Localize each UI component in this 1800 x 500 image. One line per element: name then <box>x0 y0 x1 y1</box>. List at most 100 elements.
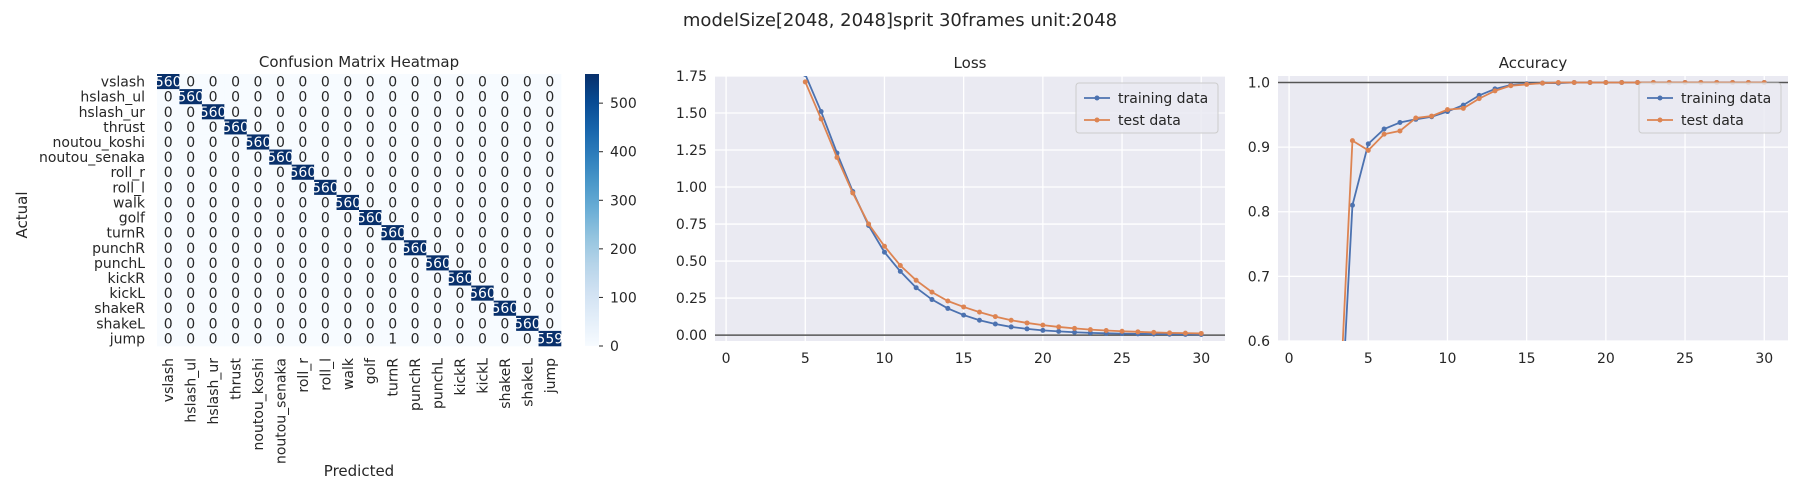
series-point <box>1429 113 1435 119</box>
x-tick-label: 0 <box>722 351 731 367</box>
heatmap-cell-label: 0 <box>209 211 218 227</box>
heatmap-cell <box>314 134 337 150</box>
heatmap-cell-label: 0 <box>276 105 285 121</box>
heatmap-cell-label: 0 <box>231 256 240 272</box>
legend-swatch-marker <box>1094 117 1100 123</box>
y-tick-label: 0.50 <box>676 254 707 270</box>
heatmap-cell-label: 0 <box>523 180 532 196</box>
heatmap-cell-label: 0 <box>545 135 554 151</box>
heatmap-cell <box>201 255 225 271</box>
heatmap-cell <box>538 104 562 120</box>
heatmap-cell-label: 0 <box>388 256 397 272</box>
heatmap-cell-label: 0 <box>411 165 420 181</box>
series-point <box>1349 202 1355 208</box>
heatmap-cell-label: 0 <box>186 195 195 211</box>
heatmap-cell <box>314 270 337 286</box>
series-point <box>1167 330 1173 336</box>
heatmap-cell <box>291 149 315 165</box>
heatmap-cell <box>269 89 292 105</box>
heatmap-y-tick-label: noutou_koshi <box>53 135 145 151</box>
heatmap-cell <box>246 89 270 105</box>
series-point <box>1151 329 1157 335</box>
heatmap-cell-label: 0 <box>186 180 195 196</box>
heatmap-cell <box>201 285 225 301</box>
x-tick-label: 5 <box>1364 351 1373 367</box>
heatmap-cell-label: 0 <box>254 241 263 257</box>
heatmap-cell-label: 0 <box>254 120 263 136</box>
heatmap-cell <box>269 104 292 120</box>
heatmap-cell <box>426 210 450 226</box>
heatmap-y-tick-label: shakeL <box>96 316 145 332</box>
heatmap-cell-label: 0 <box>433 90 442 106</box>
heatmap-cell <box>493 74 517 90</box>
heatmap-cell-label: 0 <box>276 135 285 151</box>
heatmap-x-tick-label: walk <box>341 357 357 390</box>
heatmap-y-tick-label: noutou_senaka <box>39 150 145 166</box>
heatmap-cell-label: 0 <box>186 301 195 317</box>
heatmap-cell <box>291 270 315 286</box>
heatmap-cell <box>179 315 203 332</box>
heatmap-cell-label: 0 <box>298 241 307 257</box>
heatmap-cell <box>516 300 539 317</box>
heatmap-cell-label: 0 <box>433 165 442 181</box>
heatmap-cell-label: 0 <box>411 256 420 272</box>
heatmap-cell <box>471 89 494 105</box>
heatmap-cell-label: 0 <box>209 271 218 287</box>
heatmap-cell-label: 0 <box>545 241 554 257</box>
heatmap-cell <box>314 89 337 105</box>
heatmap-x-tick-label: roll_r <box>296 358 312 393</box>
heatmap-cell-label: 0 <box>186 226 195 242</box>
heatmap-y-tick-label: kickR <box>107 271 145 287</box>
heatmap-cell-label: 0 <box>298 120 307 136</box>
heatmap-cell <box>359 240 382 256</box>
heatmap-cell <box>448 210 472 226</box>
colorbar-tick-label: 500 <box>610 96 637 112</box>
series-point <box>1555 79 1561 85</box>
heatmap-cell <box>493 119 517 135</box>
heatmap-cell-label: 0 <box>478 271 487 287</box>
heatmap-cell <box>201 179 225 196</box>
heatmap-y-tick-label: shakeR <box>94 301 145 317</box>
y-tick-label: 1.00 <box>676 180 707 196</box>
heatmap-cell-label: 0 <box>478 331 487 347</box>
heatmap-cell <box>516 315 539 332</box>
heatmap-cell-label: 0 <box>321 286 330 302</box>
heatmap-cell <box>269 330 292 347</box>
y-tick-label: 0.9 <box>1248 140 1270 156</box>
heatmap-cell <box>291 210 315 226</box>
heatmap-cell <box>201 74 225 90</box>
x-tick-label: 30 <box>1755 351 1773 367</box>
heatmap-cell-label: 0 <box>456 180 465 196</box>
heatmap-cell-label: 0 <box>411 271 420 287</box>
heatmap-cell <box>516 119 539 135</box>
heatmap-cell <box>269 134 292 150</box>
heatmap-cell-label: 0 <box>186 331 195 347</box>
series-point <box>929 289 935 295</box>
series-point <box>945 305 951 311</box>
heatmap-cell-label: 0 <box>478 226 487 242</box>
series-point <box>834 154 840 160</box>
colorbar-tick-label: 0 <box>610 339 619 355</box>
heatmap-cell <box>426 255 450 271</box>
heatmap-cell-label: 0 <box>411 120 420 136</box>
series-point <box>1397 128 1403 134</box>
heatmap-cell <box>359 330 382 347</box>
heatmap-cell-label: 0 <box>343 120 352 136</box>
heatmap-cell-label: 560 <box>469 286 496 302</box>
heatmap-y-tick-label: walk <box>113 195 146 211</box>
heatmap-cell <box>359 225 382 241</box>
heatmap-cell-label: 0 <box>186 105 195 121</box>
series-point <box>802 79 808 85</box>
heatmap-y-axis-label: Actual <box>13 192 31 239</box>
heatmap-cell-label: 0 <box>276 286 285 302</box>
heatmap-cell-label: 0 <box>523 90 532 106</box>
heatmap-cell <box>179 270 203 286</box>
heatmap-cell <box>516 285 539 301</box>
heatmap-cell-label: 0 <box>298 90 307 106</box>
heatmap-cell-label: 0 <box>433 195 442 211</box>
heatmap-cell-label: 560 <box>379 226 406 242</box>
heatmap-cell <box>538 74 562 90</box>
heatmap-cell-label: 0 <box>186 271 195 287</box>
heatmap-cell-label: 0 <box>298 316 307 332</box>
